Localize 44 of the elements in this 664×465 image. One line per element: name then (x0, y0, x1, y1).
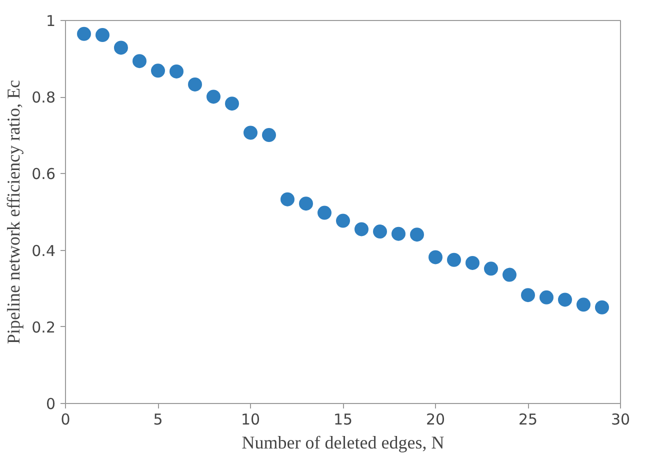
point (354, 222, 368, 236)
point (521, 288, 535, 302)
x-tick-label: 5 (153, 410, 163, 428)
x-tick-label: 30 (610, 410, 630, 428)
point (466, 256, 480, 270)
point (484, 262, 498, 276)
point (373, 224, 387, 239)
y-tick-label: 0.4 (32, 242, 56, 260)
point (558, 292, 572, 307)
x-tick-label: 15 (333, 410, 353, 428)
point (410, 228, 424, 242)
point (151, 64, 165, 78)
point (336, 214, 350, 228)
x-tick-label: 10 (240, 410, 260, 428)
x-tick-label: 25 (518, 410, 538, 428)
point (188, 77, 202, 92)
point (114, 40, 128, 55)
y-axis-title: Pipeline network efficiency ratio, Ec (4, 80, 24, 344)
point (170, 64, 184, 78)
point (318, 206, 332, 220)
point (392, 226, 406, 241)
point (595, 300, 609, 314)
y-tick-label: 0.8 (32, 88, 56, 107)
x-tick-label: 0 (60, 410, 70, 428)
y-tick-label: 0.6 (32, 165, 56, 184)
y-tick-label: 1 (46, 12, 56, 30)
point (447, 252, 461, 267)
point (262, 128, 276, 142)
point (502, 268, 516, 282)
point (206, 90, 220, 104)
x-axis-title: Number of deleted edges, N (242, 432, 444, 452)
point (225, 96, 239, 111)
y-tick-label: 0.2 (32, 318, 56, 336)
x-tick-label: 20 (426, 410, 446, 428)
point (576, 298, 590, 312)
y-tick-label: 0 (46, 395, 56, 413)
point (428, 250, 442, 264)
point (132, 54, 146, 68)
point (96, 28, 110, 42)
point (244, 126, 258, 140)
point (280, 192, 294, 206)
point (540, 290, 554, 304)
point (299, 196, 313, 211)
point (77, 26, 91, 41)
